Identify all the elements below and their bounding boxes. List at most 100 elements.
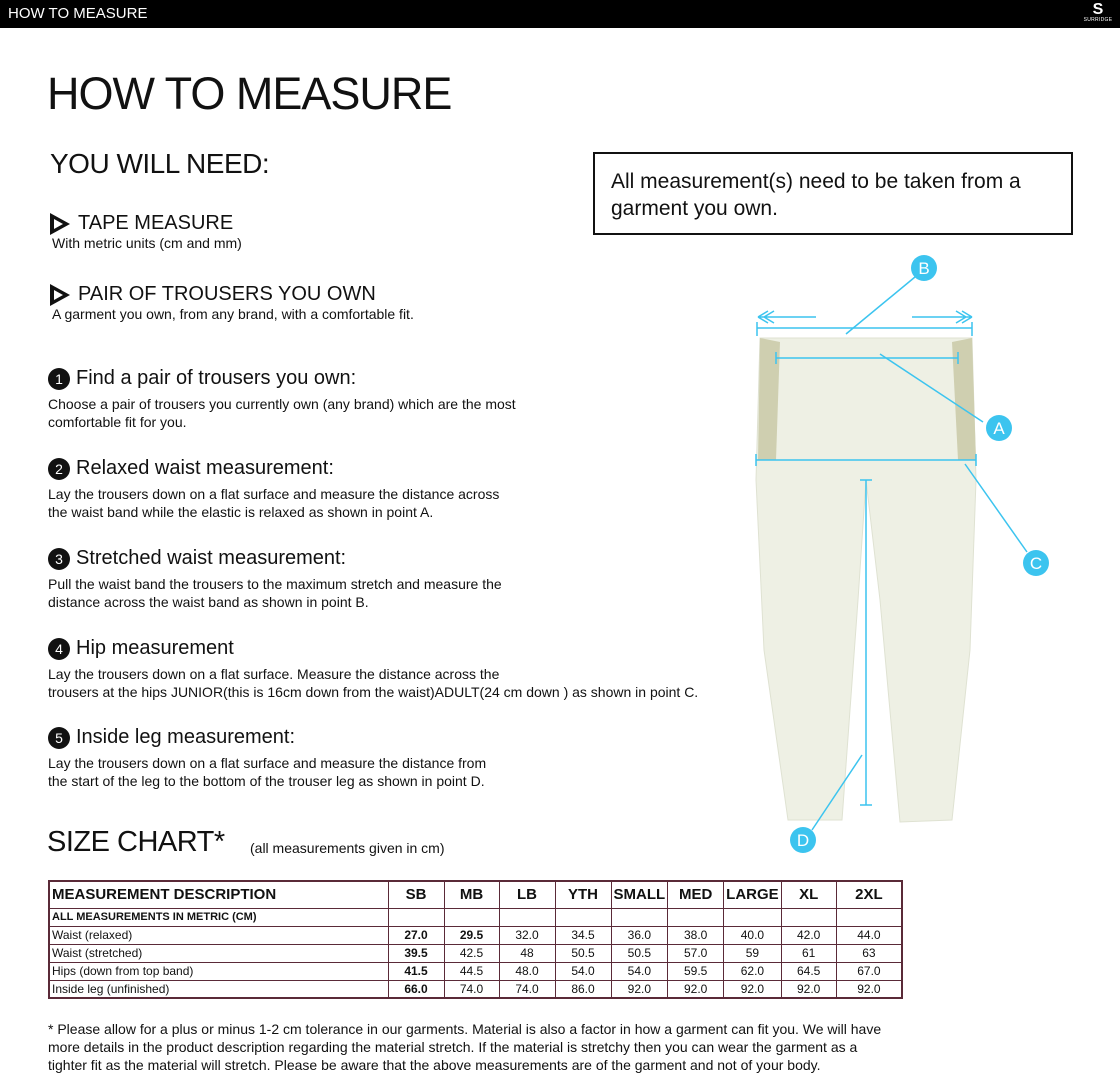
need-item-subtitle: With metric units (cm and mm) [52,235,242,251]
marker-label: A [993,419,1005,438]
table-row: Waist (relaxed) 27.0 29.5 32.0 34.5 36.0 38.0 4… [48,925,903,945]
need-item-subtitle: A garment you own, from any brand, with … [52,306,414,322]
header-cell: XL [780,880,837,909]
table-row: Waist (stretched) 39.5 42.5 48 50.5 50.5 57.0 5… [48,943,903,963]
need-item-title: PAIR OF TROUSERS YOU OWN [78,283,376,305]
need-item-tape: TAPE MEASURE With metric units (cm and m… [50,212,242,251]
step-4: 4 Hip measurement Lay the trousers down o… [48,637,698,701]
value-cell: 40.0 [723,925,782,945]
row-label: Hips (down from top band) [48,961,389,981]
footnote: * Please allow for a plus or minus 1-2 c… [48,1021,882,1073]
step-1: 1 Find a pair of trousers you own: Choose… [48,367,516,431]
value-cell: 48 [498,943,556,963]
row-label: Waist (stretched) [48,943,389,963]
step-text: Pull the waist band the trousers to the … [48,576,502,610]
marker-c: C [1023,550,1049,576]
subheader-cell: ALL MEASUREMENTS IN METRIC (CM) [48,907,389,927]
value-cell: 92.0 [667,979,725,999]
value-cell: 41.5 [387,961,445,981]
marker-a: A [986,415,1012,441]
step-number-icon: 4 [48,637,70,660]
step-number-icon: 1 [48,367,70,390]
top-bar: HOW TO MEASURE S SURRIDGE [0,0,1120,28]
step-title: Relaxed waist measurement: [76,457,334,479]
step-title: Inside leg measurement: [76,726,296,748]
value-cell: 36.0 [610,925,669,945]
garment-note-box: All measurement(s) need to be taken from… [593,152,1073,235]
row-label: Inside leg (unfinished) [48,979,389,999]
value-cell: 48.0 [498,961,556,981]
value-cell: 50.5 [610,943,669,963]
value-cell: 42.0 [780,925,837,945]
value-cell: 59.5 [667,961,725,981]
step-title: Stretched waist measurement: [76,547,347,569]
value-cell: 74.0 [498,979,556,999]
step-number-icon: 2 [48,457,70,480]
marker-label: C [1030,554,1042,573]
need-item-trousers: PAIR OF TROUSERS YOU OWN A garment you o… [50,283,414,322]
header-cell: LB [498,880,556,909]
table-row: Inside leg (unfinished) 66.0 74.0 74.0 86.0 9… [48,979,903,999]
play-triangle-icon [50,212,70,235]
value-cell: 67.0 [835,961,903,981]
value-cell: 27.0 [387,925,445,945]
table-row: Hips (down from top band) 41.5 44.5 48.0 54.… [48,961,903,981]
value-cell: 86.0 [554,979,612,999]
top-bar-title: HOW TO MEASURE [8,5,148,22]
value-cell: 74.0 [443,979,500,999]
header-cell: 2XL [835,880,903,909]
value-cell: 59 [723,943,782,963]
size-chart-heading: SIZE CHART* [47,826,225,858]
row-label: Waist (relaxed) [48,925,389,945]
header-cell: MB [443,880,500,909]
marker-label: B [918,259,929,278]
value-cell: 92.0 [723,979,782,999]
size-chart-table: MEASUREMENT DESCRIPTION SB MB LB YTH SMA… [48,880,904,999]
marker-d: D [790,827,816,853]
table-header-row: MEASUREMENT DESCRIPTION SB MB LB YTH SMA… [48,880,903,909]
surridge-logo: S SURRIDGE [1083,1,1113,24]
size-chart-note: (all measurements given in cm) [250,840,445,856]
header-cell: YTH [554,880,612,909]
value-cell: 39.5 [387,943,445,963]
step-2: 2 Relaxed waist measurement: Lay the trou… [48,457,499,521]
value-cell: 54.0 [554,961,612,981]
trousers-illustration [755,337,977,823]
marker-b: B [911,255,937,281]
step-text: Choose a pair of trousers you currently … [48,396,516,430]
value-cell: 50.5 [554,943,612,963]
value-cell: 61 [780,943,837,963]
step-number-icon: 5 [48,726,70,749]
table-subheader-row: ALL MEASUREMENTS IN METRIC (CM) [48,907,903,927]
value-cell: 34.5 [554,925,612,945]
value-cell: 57.0 [667,943,725,963]
value-cell: 44.0 [835,925,903,945]
step-number-icon: 3 [48,547,70,570]
header-cell: LARGE [723,880,782,909]
value-cell: 54.0 [610,961,669,981]
value-cell: 92.0 [780,979,837,999]
value-cell: 66.0 [387,979,445,999]
value-cell: 44.5 [443,961,500,981]
value-cell: 29.5 [443,925,500,945]
you-will-need-heading: YOU WILL NEED: [50,148,270,179]
step-title: Hip measurement [76,637,234,659]
value-cell: 64.5 [780,961,837,981]
step-text: Lay the trousers down on a flat surface … [48,755,487,789]
play-triangle-icon [50,283,70,306]
trousers-diagram: B A C D [755,255,1049,853]
header-cell: MEASUREMENT DESCRIPTION [48,880,389,909]
step-5: 5 Inside leg measurement: Lay the trouser… [48,726,486,790]
header-cell: MED [667,880,725,909]
step-title: Find a pair of trousers you own: [76,367,357,389]
step-text: Lay the trousers down on a flat surface.… [48,666,699,700]
value-cell: 92.0 [610,979,669,999]
marker-label: D [797,831,809,850]
header-cell: SMALL [610,880,669,909]
step-3: 3 Stretched waist measurement: Pull the w… [48,547,502,611]
value-cell: 62.0 [723,961,782,981]
page-title: HOW TO MEASURE [47,68,452,119]
need-item-title: TAPE MEASURE [78,212,234,234]
value-cell: 92.0 [835,979,903,999]
value-cell: 63 [835,943,903,963]
